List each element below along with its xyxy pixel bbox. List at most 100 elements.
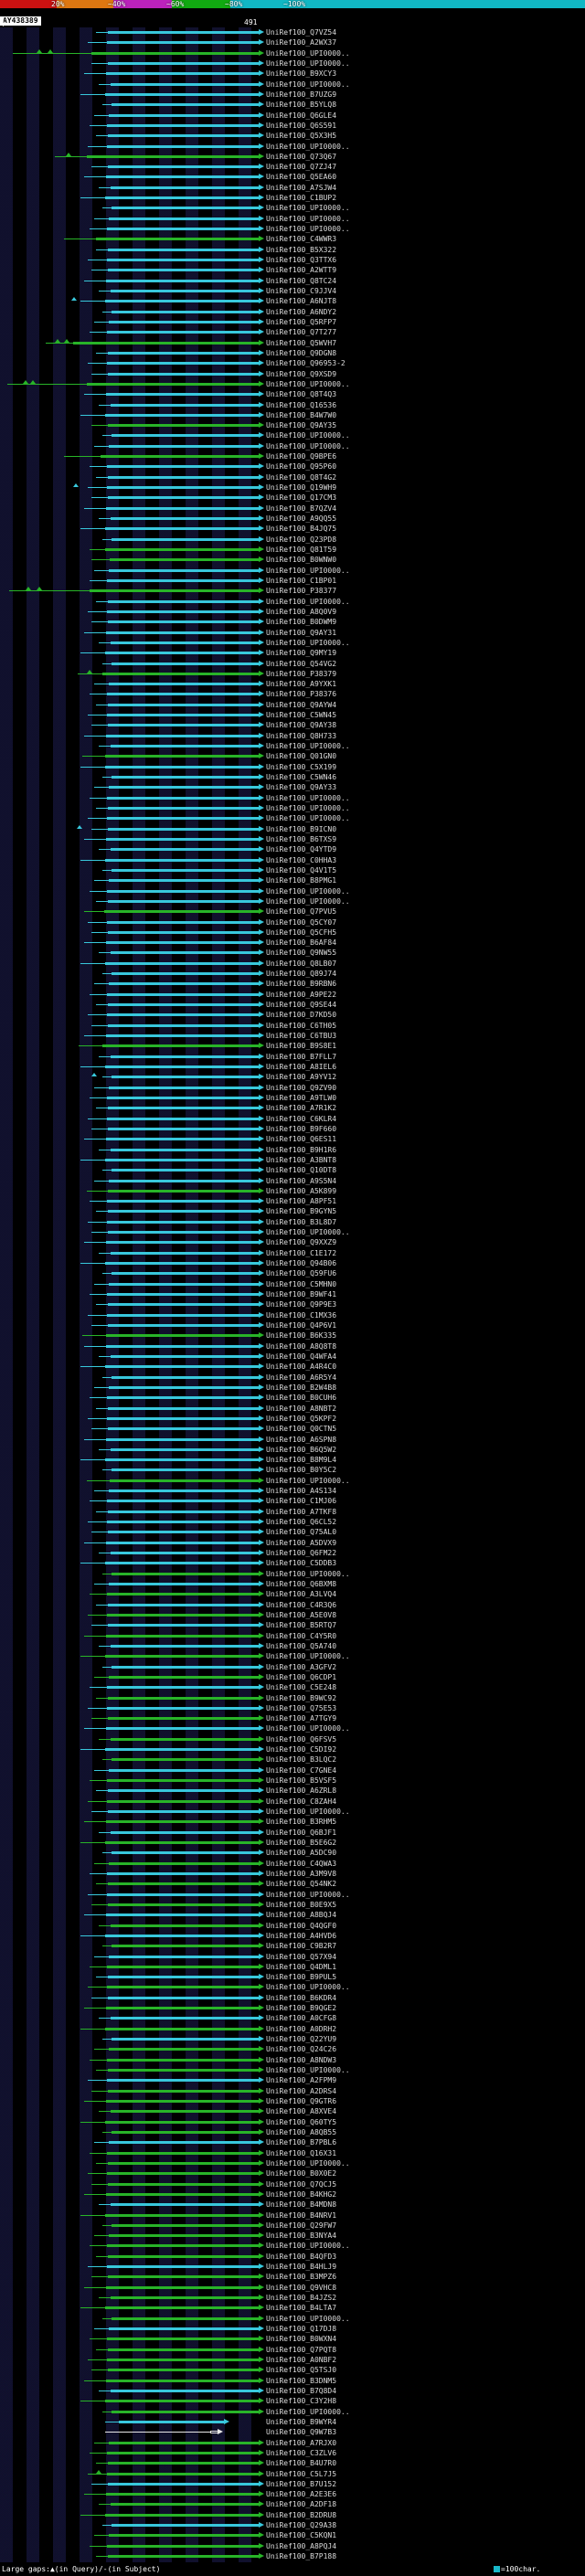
- hit-row[interactable]: UniRef100_A3M9V8: [0, 1869, 585, 1879]
- hit-bar[interactable]: [109, 568, 259, 572]
- hit-bar[interactable]: [109, 2441, 259, 2444]
- hit-bar[interactable]: [108, 703, 259, 706]
- hit-label[interactable]: UniRef100_A7SJW4: [266, 183, 337, 192]
- hit-row[interactable]: UniRef100_Q16536: [0, 400, 585, 410]
- hit-row[interactable]: UniRef100_Q6BJF1: [0, 1828, 585, 1838]
- hit-bar[interactable]: [105, 196, 259, 200]
- hit-row[interactable]: UniRef100_A8XVE4: [0, 2106, 585, 2116]
- hit-bar[interactable]: [105, 548, 259, 551]
- hit-label[interactable]: UniRef100_UPI0000..: [266, 814, 350, 823]
- hit-row[interactable]: UniRef100_Q23PD8: [0, 535, 585, 545]
- hit-bar[interactable]: [108, 1789, 259, 1793]
- hit-row[interactable]: UniRef100_Q29FW7: [0, 2221, 585, 2231]
- hit-row[interactable]: UniRef100_B9H1R6: [0, 1145, 585, 1155]
- hit-label[interactable]: UniRef100_Q5TSJ0: [266, 2366, 337, 2375]
- hit-label[interactable]: UniRef100_C0HHA3: [266, 855, 337, 864]
- hit-bar[interactable]: [108, 1023, 259, 1027]
- hit-bar[interactable]: [108, 1882, 259, 1886]
- hit-label[interactable]: UniRef100_A5E0V8: [266, 1610, 337, 1619]
- hit-label[interactable]: UniRef100_B9WC92: [266, 1693, 337, 1702]
- hit-row[interactable]: UniRef100_Q8TC24: [0, 276, 585, 286]
- hit-row[interactable]: UniRef100_B3DNM5: [0, 2376, 585, 2386]
- hit-row[interactable]: UniRef100_A9YXK1: [0, 679, 585, 689]
- hit-row[interactable]: UniRef100_A5K899: [0, 1186, 585, 1196]
- hit-bar[interactable]: [107, 2337, 259, 2341]
- hit-bar[interactable]: [108, 724, 259, 727]
- hit-bar[interactable]: [109, 683, 259, 686]
- hit-row[interactable]: UniRef100_A6NDY2: [0, 307, 585, 317]
- hit-row[interactable]: UniRef100_B3RHM5: [0, 1817, 585, 1827]
- hit-bar[interactable]: [107, 578, 259, 582]
- hit-bar[interactable]: [106, 2285, 259, 2289]
- hit-label[interactable]: UniRef100_Q6FM22: [266, 1549, 337, 1558]
- hit-bar[interactable]: [107, 1500, 259, 1503]
- hit-bar[interactable]: [110, 558, 259, 562]
- hit-bar[interactable]: [108, 1531, 259, 1534]
- hit-label[interactable]: UniRef100_Q24C26: [266, 2045, 337, 2054]
- hit-label[interactable]: UniRef100_UPI0000..: [266, 441, 350, 451]
- hit-bar[interactable]: [107, 1396, 259, 1400]
- hit-label[interactable]: UniRef100_A2DF18: [266, 2500, 337, 2509]
- hit-label[interactable]: UniRef100_A4R4C0: [266, 1362, 337, 1372]
- hit-row[interactable]: UniRef100_B5YLQ8: [0, 100, 585, 110]
- hit-row[interactable]: UniRef100_UPI0000..: [0, 2158, 585, 2168]
- hit-row[interactable]: UniRef100_A4R4C0: [0, 1362, 585, 1372]
- hit-row[interactable]: UniRef100_Q0CTN5: [0, 1424, 585, 1434]
- hit-row[interactable]: UniRef100_B6K335: [0, 1330, 585, 1341]
- hit-label[interactable]: UniRef100_Q96953-2: [266, 359, 346, 368]
- hit-bar[interactable]: [106, 1241, 259, 1245]
- hit-row[interactable]: UniRef100_Q4YTD9: [0, 844, 585, 854]
- hit-label[interactable]: UniRef100_C3ZLV6: [266, 2448, 337, 2457]
- hit-row[interactable]: UniRef100_Q7PVU5: [0, 906, 585, 917]
- hit-bar[interactable]: [109, 2327, 259, 2331]
- hit-label[interactable]: UniRef100_P38376: [266, 690, 337, 699]
- hit-row[interactable]: UniRef100_Q9AY31: [0, 628, 585, 638]
- hit-row[interactable]: UniRef100_C5DI92: [0, 1744, 585, 1754]
- hit-bar[interactable]: [107, 2544, 259, 2548]
- hit-label[interactable]: UniRef100_Q5KPF2: [266, 1414, 337, 1423]
- hit-label[interactable]: UniRef100_Q9VHC8: [266, 2283, 337, 2292]
- hit-row[interactable]: UniRef100_Q5EA60: [0, 172, 585, 182]
- hit-bar[interactable]: [111, 2110, 259, 2114]
- hit-bar[interactable]: [108, 1303, 259, 1307]
- hit-label[interactable]: UniRef100_Q75E53: [266, 1703, 337, 1712]
- hit-row[interactable]: UniRef100_Q54NK2: [0, 1879, 585, 1889]
- hit-bar[interactable]: [105, 1934, 259, 1937]
- hit-row[interactable]: UniRef100_C8ZAH4: [0, 1797, 585, 1807]
- hit-row[interactable]: UniRef100_UPI0000..: [0, 1723, 585, 1733]
- hit-bar[interactable]: [107, 2359, 259, 2361]
- hit-bar[interactable]: [106, 734, 259, 737]
- hit-label[interactable]: UniRef100_A4S134: [266, 1487, 337, 1496]
- hit-bar[interactable]: [108, 930, 259, 934]
- hit-row[interactable]: UniRef100_Q9AY38: [0, 720, 585, 730]
- hit-row[interactable]: UniRef100_B4W7W0: [0, 410, 585, 420]
- hit-row[interactable]: UniRef100_Q7QCJ5: [0, 2179, 585, 2189]
- hit-bar[interactable]: [107, 796, 259, 800]
- hit-label[interactable]: UniRef100_C5MHN0: [266, 1279, 337, 1288]
- hit-row[interactable]: UniRef100_B7UZG9: [0, 90, 585, 100]
- hit-bar[interactable]: [108, 1996, 259, 1999]
- hit-label[interactable]: UniRef100_Q6CDP1: [266, 1672, 337, 1681]
- hit-bar[interactable]: [108, 1810, 259, 1814]
- hit-label[interactable]: UniRef100_C1BP01: [266, 576, 337, 585]
- hit-row[interactable]: UniRef100_UPI0000..: [0, 441, 585, 451]
- hit-bar[interactable]: [107, 610, 259, 613]
- hit-bar[interactable]: [108, 2275, 259, 2279]
- hit-label[interactable]: UniRef100_A7TKF8: [266, 1507, 337, 1516]
- hit-bar[interactable]: [112, 1375, 259, 1379]
- hit-label[interactable]: UniRef100_C5E248: [266, 1683, 337, 1692]
- hit-row[interactable]: UniRef100_A0NBF2: [0, 2355, 585, 2365]
- hit-label[interactable]: UniRef100_Q6ES11: [266, 1135, 337, 1144]
- hit-bar[interactable]: [108, 1127, 259, 1130]
- hit-bar[interactable]: [111, 2296, 259, 2300]
- hit-label[interactable]: UniRef100_UPI0000..: [266, 1652, 350, 1661]
- hit-row[interactable]: UniRef100_A9QQ55: [0, 514, 585, 524]
- hit-label[interactable]: UniRef100_Q5EA60: [266, 173, 337, 182]
- hit-label[interactable]: UniRef100_A9TLW0: [266, 1093, 337, 1102]
- hit-bar[interactable]: [108, 1510, 259, 1513]
- hit-row[interactable]: UniRef100_C3ZLV6: [0, 2448, 585, 2458]
- hit-row[interactable]: UniRef100_A7RJX0: [0, 2438, 585, 2448]
- hit-row[interactable]: UniRef100_A7R1K2: [0, 1103, 585, 1113]
- hit-row[interactable]: UniRef100_B6KDR4: [0, 1993, 585, 2003]
- hit-row[interactable]: UniRef100_UPI0000..: [0, 430, 585, 440]
